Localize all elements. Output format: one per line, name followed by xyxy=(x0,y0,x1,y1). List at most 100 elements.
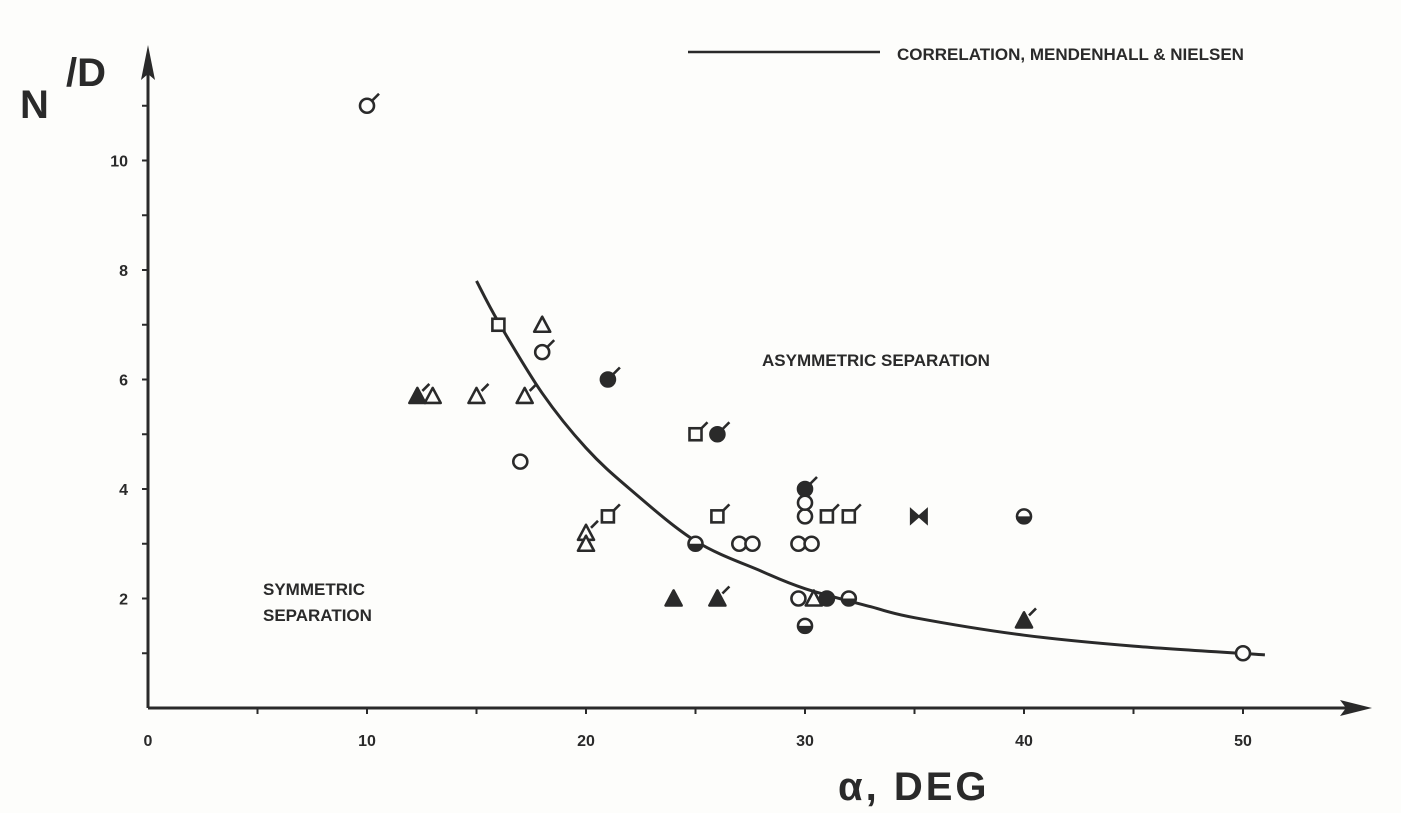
legend-label: CORRELATION, MENDENHALL & NIELSEN xyxy=(897,45,1244,64)
y-tick-label: 2 xyxy=(119,592,128,609)
flag-tick xyxy=(590,519,599,529)
data-point xyxy=(1014,607,1037,629)
data-point xyxy=(708,585,731,607)
data-point xyxy=(803,535,820,553)
open-circle-marker xyxy=(744,535,761,553)
open-square-marker xyxy=(819,509,835,524)
data-point xyxy=(818,590,836,607)
data-point xyxy=(1234,644,1252,662)
open-square-marker xyxy=(600,509,616,524)
y-tick-label: 10 xyxy=(110,154,128,171)
flag-tick xyxy=(721,585,731,595)
x-tick-label: 50 xyxy=(1234,733,1252,750)
open-triangle-marker xyxy=(576,534,596,553)
data-point xyxy=(491,317,506,333)
data-point xyxy=(796,476,818,498)
flag-tick xyxy=(830,503,840,513)
data-point xyxy=(819,503,840,524)
open-square-marker xyxy=(841,509,857,524)
data-point xyxy=(576,534,596,553)
open-triangle-marker xyxy=(515,386,534,405)
data-point xyxy=(840,590,858,607)
data-point xyxy=(467,383,490,405)
data-point xyxy=(790,590,807,607)
flag-tick xyxy=(1028,607,1037,617)
flag-tick xyxy=(721,421,731,431)
data-point xyxy=(515,383,538,405)
y-tick-label: 4 xyxy=(119,482,128,499)
flag-tick xyxy=(421,383,431,392)
flag-tick xyxy=(528,383,538,392)
data-point xyxy=(358,92,380,115)
data-point xyxy=(796,617,814,635)
data-point xyxy=(709,421,731,443)
half-circle-fill xyxy=(841,598,856,606)
flag-tick xyxy=(809,476,818,485)
y-tick-label: 6 xyxy=(119,373,128,390)
flag-tick xyxy=(852,503,862,513)
bowtie-marker xyxy=(909,507,928,526)
data-point xyxy=(804,589,824,607)
y-axis-arrow xyxy=(141,45,155,80)
annotation-symmetric: SYMMETRIC xyxy=(263,580,365,599)
half-circle-fill xyxy=(798,625,812,633)
x-tick-label: 40 xyxy=(1015,733,1033,750)
data-point xyxy=(744,535,761,553)
flag-tick xyxy=(611,366,621,376)
filled-circle-marker xyxy=(818,590,836,607)
data-point xyxy=(532,315,552,334)
flag-tick xyxy=(611,503,621,513)
y-axis-label-n: N xyxy=(20,83,49,127)
data-point xyxy=(511,453,529,470)
x-axis-arrow xyxy=(1340,700,1372,716)
data-point xyxy=(841,503,862,524)
filled-circle-marker xyxy=(599,371,617,388)
filled-circle-marker xyxy=(709,425,726,443)
flag-tick xyxy=(721,503,731,513)
legend: CORRELATION, MENDENHALL & NIELSEN xyxy=(688,45,1244,64)
half-circle-fill xyxy=(1017,516,1031,524)
data-point xyxy=(796,508,814,525)
data-point xyxy=(1015,508,1033,525)
x-tick-label: 30 xyxy=(796,733,814,750)
filled-triangle-marker xyxy=(1014,611,1034,629)
open-square-marker xyxy=(688,426,703,442)
open-circle-marker xyxy=(796,494,814,511)
data-point xyxy=(600,503,621,524)
filled-triangle-marker xyxy=(664,589,683,607)
annotation-separation: SEPARATION xyxy=(263,606,372,625)
data-point xyxy=(408,383,431,405)
correlation-curve xyxy=(475,280,1265,657)
data-point xyxy=(687,535,704,553)
data-point xyxy=(796,494,814,511)
open-triangle-marker xyxy=(804,589,824,607)
flag-tick xyxy=(546,339,556,349)
data-point xyxy=(533,339,556,361)
y-axis-label-d: /D xyxy=(66,51,106,95)
flag-tick xyxy=(480,383,490,392)
filled-triangle-marker xyxy=(708,589,727,607)
open-circle-marker xyxy=(358,97,376,115)
half-circle-fill xyxy=(688,543,703,551)
data-point xyxy=(909,507,928,526)
data-point xyxy=(664,589,683,607)
x-tick-label: 20 xyxy=(577,733,595,750)
open-circle-marker xyxy=(790,590,807,607)
open-circle-marker xyxy=(796,508,814,525)
annotation-asymmetric: ASYMMETRIC SEPARATION xyxy=(762,351,990,370)
open-circle-marker xyxy=(1234,644,1252,662)
open-circle-marker xyxy=(803,535,820,553)
data-point xyxy=(423,386,443,405)
open-circle-marker xyxy=(533,343,551,361)
x-tick-label: 0 xyxy=(144,733,153,750)
x-axis-label: α, DEG xyxy=(838,765,990,809)
y-tick-label: 8 xyxy=(119,263,128,280)
filled-triangle-marker xyxy=(408,386,427,405)
open-triangle-marker xyxy=(467,386,486,405)
open-circle-marker xyxy=(511,453,529,470)
open-square-marker xyxy=(491,317,506,333)
filled-circle-marker xyxy=(796,480,814,498)
data-point xyxy=(688,421,709,442)
flag-tick xyxy=(699,421,709,431)
